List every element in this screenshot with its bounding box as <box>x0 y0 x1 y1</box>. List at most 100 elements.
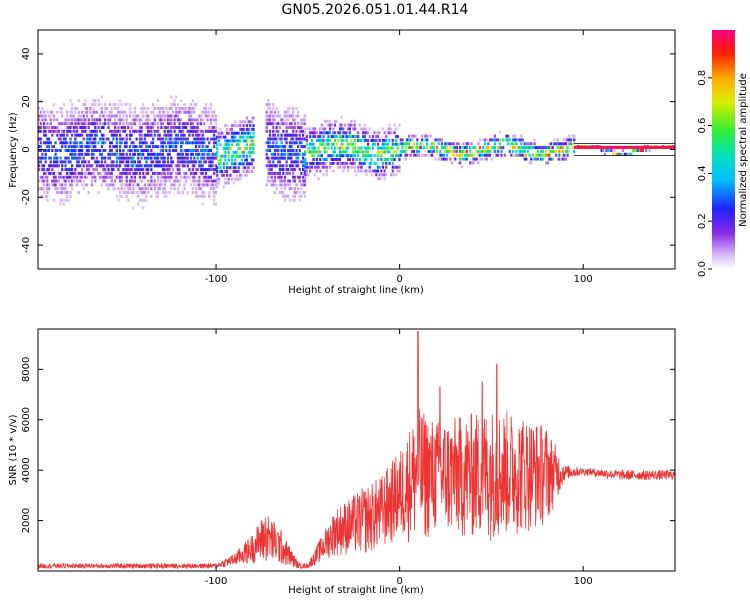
spectrogram-ytick-label: -20 <box>21 189 32 205</box>
spectrogram-cell <box>332 161 335 165</box>
spectrogram-cell <box>79 152 82 156</box>
spectrogram-cell <box>72 129 75 133</box>
spectrogram-cell <box>191 149 194 152</box>
spectrogram-cell <box>72 149 75 152</box>
spectrogram-cell <box>521 146 525 150</box>
spectrogram-cell <box>283 175 286 179</box>
spectrogram-cell <box>90 149 94 152</box>
spectrogram-cell <box>370 138 373 142</box>
spectrogram-cell <box>265 103 268 107</box>
spectrogram-cell <box>426 138 429 142</box>
spectrogram-cell <box>645 149 648 152</box>
spectrogram-cell <box>81 141 84 145</box>
spectrogram-cell <box>211 168 214 172</box>
spectrogram-cell <box>368 135 371 139</box>
spectrogram-cell <box>165 149 168 152</box>
spectrogram-cell <box>416 149 419 153</box>
spectrogram-cell <box>292 129 295 133</box>
spectrogram-cell <box>363 131 366 135</box>
spectrogram-cell <box>44 118 47 122</box>
spectrogram-cell <box>411 134 414 138</box>
spectrogram-cell <box>51 183 54 187</box>
spectrogram-cell <box>352 123 355 127</box>
spectrogram-cell <box>109 164 112 168</box>
spectrogram-cell <box>270 114 273 118</box>
spectrogram-cell <box>268 171 272 175</box>
spectrogram-cell <box>214 156 217 160</box>
spectrogram-cell <box>157 187 160 191</box>
spectrogram-cell <box>203 137 206 141</box>
spectrogram-cell <box>133 168 136 172</box>
spectrogram-cell <box>277 171 280 175</box>
spectrogram-cell <box>302 122 305 126</box>
spectrogram-cell <box>487 146 490 150</box>
spectrogram-cell <box>332 127 335 131</box>
spectrogram-cell <box>270 164 273 168</box>
spectrogram-cell <box>618 145 621 149</box>
spectrogram-cell <box>250 143 253 147</box>
spectrogram-cell <box>273 137 277 141</box>
spectrogram-cell <box>232 124 235 128</box>
spectrogram-cell <box>573 149 576 153</box>
spectrogram-cell <box>163 156 166 160</box>
spectrogram-cell <box>49 171 52 175</box>
spectrogram-cell <box>347 135 350 139</box>
spectrogram-cell <box>178 129 181 133</box>
spectrogram-cell <box>87 126 90 129</box>
spectrogram-cell <box>393 173 396 177</box>
spectrogram-cell <box>444 146 447 150</box>
spectrogram-cell <box>199 114 203 118</box>
spectrogram-cell <box>300 194 303 198</box>
spectrogram-cell <box>140 126 143 129</box>
spectrogram-cell <box>54 141 57 145</box>
spectrogram-cell <box>327 142 330 146</box>
spectrogram-cell <box>464 146 467 150</box>
spectrogram-cell <box>180 175 183 179</box>
spectrogram-cell <box>201 141 204 145</box>
spectrogram-cell <box>120 141 123 145</box>
spectrogram-cell <box>132 118 135 122</box>
spectrogram-cell <box>452 146 455 150</box>
spectrogram-cell <box>105 114 108 118</box>
spectrogram-cell <box>288 198 291 202</box>
spectrogram-cell <box>198 187 201 191</box>
spectrogram-cell <box>252 135 255 139</box>
spectrogram-cell <box>605 145 608 149</box>
spectrogram-cell <box>82 126 85 129</box>
spectrogram-cell <box>507 134 510 138</box>
spectrogram-cell <box>163 110 166 114</box>
spectrogram-cell <box>52 118 56 122</box>
spectrogram-cell <box>57 179 60 183</box>
spectrogram-cell <box>665 145 669 149</box>
spectrogram-cell <box>312 150 315 154</box>
spectrogram-cell <box>340 123 343 127</box>
spectrogram-cell <box>287 118 290 122</box>
spectrogram-cell <box>208 141 211 145</box>
spectrogram-cell <box>623 152 626 156</box>
spectrogram-cell <box>497 153 500 157</box>
spectrogram-cell <box>165 126 168 129</box>
spectrogram-cell <box>368 154 371 158</box>
spectrogram-cell <box>173 126 176 129</box>
spectrogram-cell <box>641 149 644 152</box>
spectrogram-cell <box>62 179 65 183</box>
spectrogram-cell <box>150 179 153 183</box>
spectrogram-cell <box>190 103 193 107</box>
spectrogram-cell <box>292 152 295 156</box>
spectrogram-cell <box>195 191 198 194</box>
spectrogram-cell <box>140 164 143 168</box>
spectrogram-cell <box>335 154 338 158</box>
spectrogram-cell <box>373 161 376 165</box>
spectrogram-cell <box>239 154 242 158</box>
spectrogram-cell <box>282 194 285 198</box>
spectrogram-cell <box>561 142 564 146</box>
spectrogram-cell <box>148 156 151 160</box>
spectrogram-cell <box>432 149 435 153</box>
spectrogram-cell <box>277 114 280 118</box>
spectrogram-cell <box>173 103 176 107</box>
spectrogram-cell <box>104 103 107 107</box>
spectrogram-cell <box>244 120 247 124</box>
spectrogram-cell <box>440 153 444 157</box>
spectrogram-cell <box>173 122 176 126</box>
snr-xtick-label: 100 <box>574 576 593 587</box>
